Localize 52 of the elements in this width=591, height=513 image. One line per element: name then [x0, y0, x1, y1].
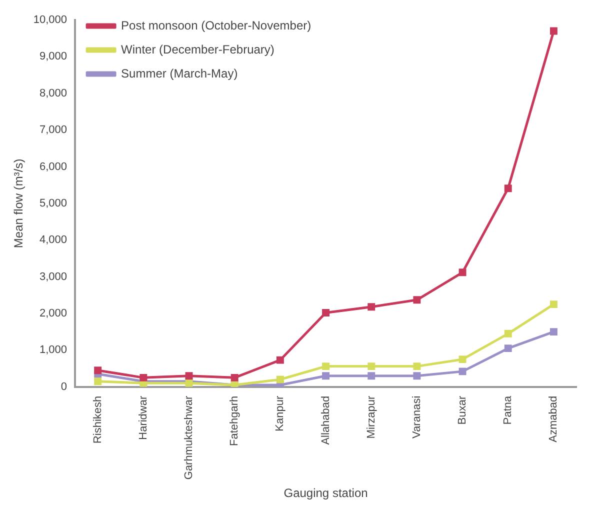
x-tick-label: Varanasi	[410, 396, 423, 438]
x-tick-label: Patna	[502, 394, 514, 425]
point	[413, 372, 421, 380]
point	[504, 184, 512, 192]
x-tick-label: Haridwar	[137, 396, 150, 440]
x-tick-label: Rishikesh	[92, 396, 104, 444]
point	[140, 374, 148, 382]
y-tick-label: 3,000	[40, 270, 68, 283]
y-axis-title: Mean flow (m³/s)	[12, 158, 26, 248]
legend-label: Summer (March-May)	[121, 66, 238, 80]
point	[368, 362, 376, 370]
point	[504, 344, 512, 352]
point	[94, 366, 102, 374]
point	[276, 376, 284, 384]
y-tick-label: 8,000	[40, 87, 68, 100]
x-tick-label: Garhmukteshwar	[183, 396, 196, 480]
x-axis-title: Gauging station	[284, 486, 368, 500]
y-tick-label: 4,000	[40, 234, 68, 246]
point	[230, 374, 238, 382]
point	[185, 372, 193, 380]
x-tick-label: Allahabad	[320, 396, 332, 445]
point	[458, 268, 466, 276]
point	[458, 356, 466, 364]
point	[368, 372, 376, 380]
y-tick-label: 7,000	[40, 124, 68, 136]
y-tick-label: 1,000	[40, 344, 68, 356]
point	[322, 372, 330, 380]
y-tick-label: 9,000	[40, 50, 68, 63]
point	[550, 27, 558, 35]
point	[94, 378, 102, 386]
point	[504, 330, 512, 338]
point	[276, 356, 284, 364]
point	[322, 309, 330, 316]
point	[550, 328, 558, 336]
point	[413, 296, 421, 304]
x-tick-label: Fatehgarh	[228, 396, 241, 446]
y-tick-label: 5,000	[40, 197, 68, 210]
x-tick-label: Buxar	[456, 396, 469, 425]
x-tick-label: Azmabad	[548, 396, 560, 442]
legend-label: Post monsoon (October-November)	[121, 18, 312, 32]
point	[458, 368, 466, 376]
y-tick-label: 0	[60, 380, 68, 393]
y-tick-label: 10,000	[33, 14, 68, 26]
x-tick-label: Kanpur	[274, 396, 286, 432]
y-tick-label: 6,000	[40, 160, 68, 173]
point	[550, 300, 558, 308]
point	[413, 362, 421, 370]
point	[368, 303, 376, 311]
y-tick-label: 2,000	[40, 308, 68, 320]
legend-label: Winter (December-February)	[121, 42, 274, 56]
x-tick-label: Mirzapur	[365, 396, 378, 439]
point	[322, 362, 330, 370]
